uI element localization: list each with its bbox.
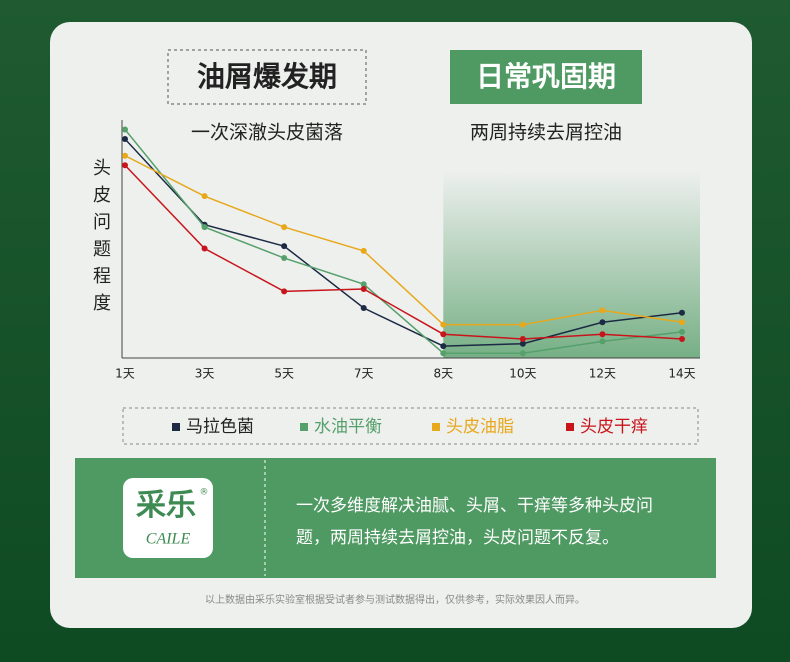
registered-mark: ® bbox=[200, 488, 209, 498]
data-point bbox=[122, 126, 128, 133]
data-point bbox=[679, 335, 685, 342]
data-point bbox=[360, 285, 367, 292]
legend-swatch bbox=[172, 423, 180, 431]
data-point bbox=[360, 281, 367, 288]
data-point bbox=[122, 152, 128, 159]
legend-label: 马拉色菌 bbox=[186, 417, 254, 437]
data-point bbox=[519, 340, 526, 347]
data-point bbox=[122, 136, 128, 143]
data-point bbox=[440, 331, 447, 338]
data-point bbox=[519, 335, 526, 342]
x-tick-label: 12天 bbox=[589, 367, 616, 381]
legend-swatch bbox=[432, 423, 440, 431]
left-title: 油屑爆发期 bbox=[197, 60, 337, 93]
brand-line: 一次多维度解决油腻、头屑、干痒等多种头皮问 bbox=[296, 496, 653, 516]
data-point bbox=[360, 247, 367, 254]
data-point bbox=[440, 343, 447, 350]
data-point bbox=[201, 245, 208, 252]
data-point bbox=[679, 309, 685, 316]
legend-label: 头皮油脂 bbox=[446, 417, 514, 437]
brand-line: 题，两周持续去屑控油，头皮问题不反复。 bbox=[296, 528, 619, 548]
legend-swatch bbox=[566, 423, 574, 431]
series-line bbox=[124, 164, 683, 340]
series-line bbox=[124, 138, 683, 347]
data-point bbox=[440, 321, 447, 328]
legend-swatch bbox=[300, 423, 308, 431]
left-title-box bbox=[167, 49, 367, 105]
legend-label: 头皮干痒 bbox=[580, 417, 648, 437]
x-tick-label: 10天 bbox=[509, 367, 536, 381]
data-point bbox=[281, 255, 288, 262]
x-tick-label: 14天 bbox=[668, 367, 695, 381]
data-point bbox=[679, 319, 685, 326]
data-point bbox=[281, 243, 288, 250]
right-subtitle: 两周持续去屑控油 bbox=[470, 122, 622, 144]
data-point bbox=[599, 331, 606, 338]
data-point bbox=[281, 288, 288, 295]
data-point bbox=[519, 321, 526, 328]
data-point bbox=[519, 350, 526, 357]
data-point bbox=[599, 307, 606, 314]
data-point bbox=[201, 224, 208, 231]
x-tick-label: 1天 bbox=[115, 367, 135, 381]
x-tick-label: 8天 bbox=[433, 367, 453, 381]
right-title: 日常巩固期 bbox=[476, 60, 616, 93]
series-line bbox=[124, 155, 683, 326]
left-subtitle: 一次深澈头皮菌落 bbox=[191, 122, 343, 144]
phase-shade bbox=[443, 170, 700, 358]
data-point bbox=[122, 162, 128, 169]
x-tick-label: 7天 bbox=[354, 367, 374, 381]
footnote: 以上数据由采乐实验室根据受试者参与测试数据得出，仅供参考，实际效果因人而异。 bbox=[205, 593, 585, 606]
x-tick-label: 5天 bbox=[274, 367, 294, 381]
logo-box bbox=[123, 478, 213, 558]
data-point bbox=[599, 338, 606, 345]
data-point bbox=[360, 305, 367, 312]
data-point bbox=[599, 319, 606, 326]
data-point bbox=[201, 193, 208, 200]
data-point bbox=[440, 350, 447, 357]
logo-latin: CAILE bbox=[146, 531, 191, 548]
right-title-box bbox=[450, 50, 642, 104]
series-line bbox=[124, 129, 683, 354]
logo-text: 采乐 bbox=[136, 489, 196, 522]
data-point bbox=[281, 224, 288, 231]
x-tick-label: 3天 bbox=[195, 367, 215, 381]
y-axis-label: 头皮问题程度 bbox=[90, 158, 111, 320]
data-point bbox=[679, 328, 685, 335]
legend-label: 水油平衡 bbox=[314, 417, 382, 437]
